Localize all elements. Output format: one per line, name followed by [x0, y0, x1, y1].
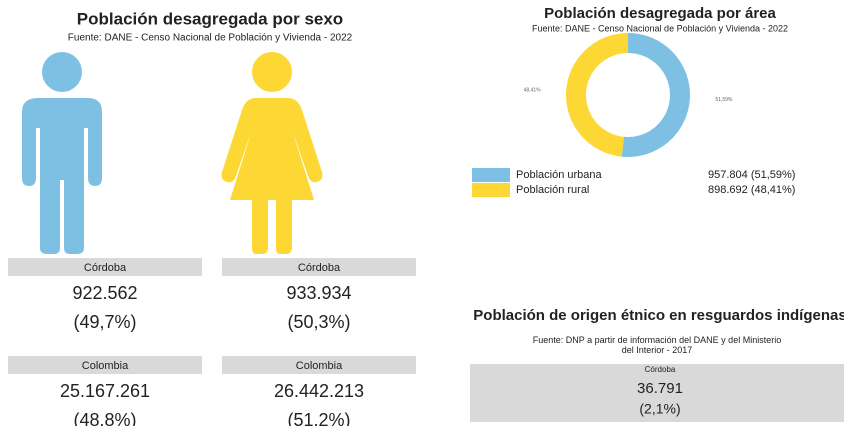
- legend-label: Población rural: [516, 184, 589, 196]
- title: Población desagregada por área: [544, 5, 776, 22]
- card-header: [222, 258, 416, 276]
- card-percent: (49,7%): [73, 312, 136, 332]
- card-value: 36.791: [637, 380, 683, 397]
- male-icon: [22, 52, 102, 254]
- legend-value: 957.804 (51,59%): [708, 169, 795, 181]
- card-label: Colombia: [296, 360, 343, 372]
- card-header: [8, 356, 202, 374]
- card-percent: (2,1%): [639, 401, 680, 417]
- card-percent: (51.2%): [287, 410, 350, 426]
- title: Población desagregada por sexo: [77, 9, 343, 28]
- card-value: 922.562: [72, 283, 137, 303]
- donut-segment: [566, 33, 628, 157]
- data-label: 51,59%: [715, 97, 733, 103]
- legend-swatch: [472, 168, 510, 182]
- card-value: 26.442.213: [274, 381, 364, 401]
- card-value: 933.934: [286, 283, 351, 303]
- legend-label: Población urbana: [516, 169, 603, 181]
- subtitle: Fuente: DANE - Censo Nacional de Poblaci…: [68, 33, 353, 44]
- female-icon: [221, 52, 323, 254]
- subtitle: Fuente: DANE - Censo Nacional de Poblaci…: [532, 23, 788, 33]
- title: Población de origen étnico en resguardos…: [473, 307, 844, 324]
- card-label: Córdoba: [84, 262, 127, 274]
- card-percent: (50,3%): [287, 312, 350, 332]
- card-label: Colombia: [82, 360, 129, 372]
- card-value: 25.167.261: [60, 381, 150, 401]
- legend-value: 898.692 (48,41%): [708, 184, 795, 196]
- card-background: [470, 364, 844, 422]
- card-label: Córdoba: [298, 262, 341, 274]
- donut-segment: [621, 33, 691, 157]
- card-label: Córdoba: [645, 365, 676, 374]
- subtitle: Fuente: DNP a partir de información del …: [533, 335, 781, 355]
- legend-swatch: [472, 183, 510, 197]
- card-header: [222, 356, 416, 374]
- card-header: [8, 258, 202, 276]
- card-percent: (48.8%): [73, 410, 136, 426]
- data-label: 48,41%: [524, 88, 542, 94]
